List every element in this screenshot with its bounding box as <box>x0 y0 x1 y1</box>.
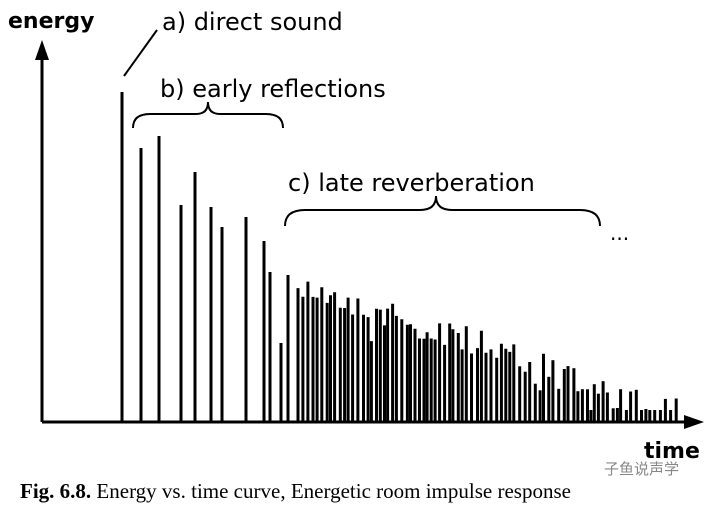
early-reflections <box>139 136 290 422</box>
x-axis-label: time <box>644 439 700 464</box>
y-arrow <box>35 40 49 60</box>
late-reverberation <box>296 281 678 422</box>
watermark: 子鱼说声学 <box>604 460 679 478</box>
pointer <box>123 29 158 77</box>
brace <box>284 195 601 227</box>
annotation: c) late reverberation <box>288 169 535 197</box>
caption-label: Fig. 6.8. <box>20 479 91 503</box>
continuation: ... <box>610 221 629 245</box>
y-axis-label: energy <box>8 9 94 34</box>
annotation: b) early reflections <box>160 75 386 103</box>
x-arrow <box>684 415 704 429</box>
caption: Fig. 6.8. Energy vs. time curve, Energet… <box>20 479 571 503</box>
brace <box>132 101 284 129</box>
annotation: a) direct sound <box>162 8 343 36</box>
caption-text: Energy vs. time curve, Energetic room im… <box>96 479 571 503</box>
